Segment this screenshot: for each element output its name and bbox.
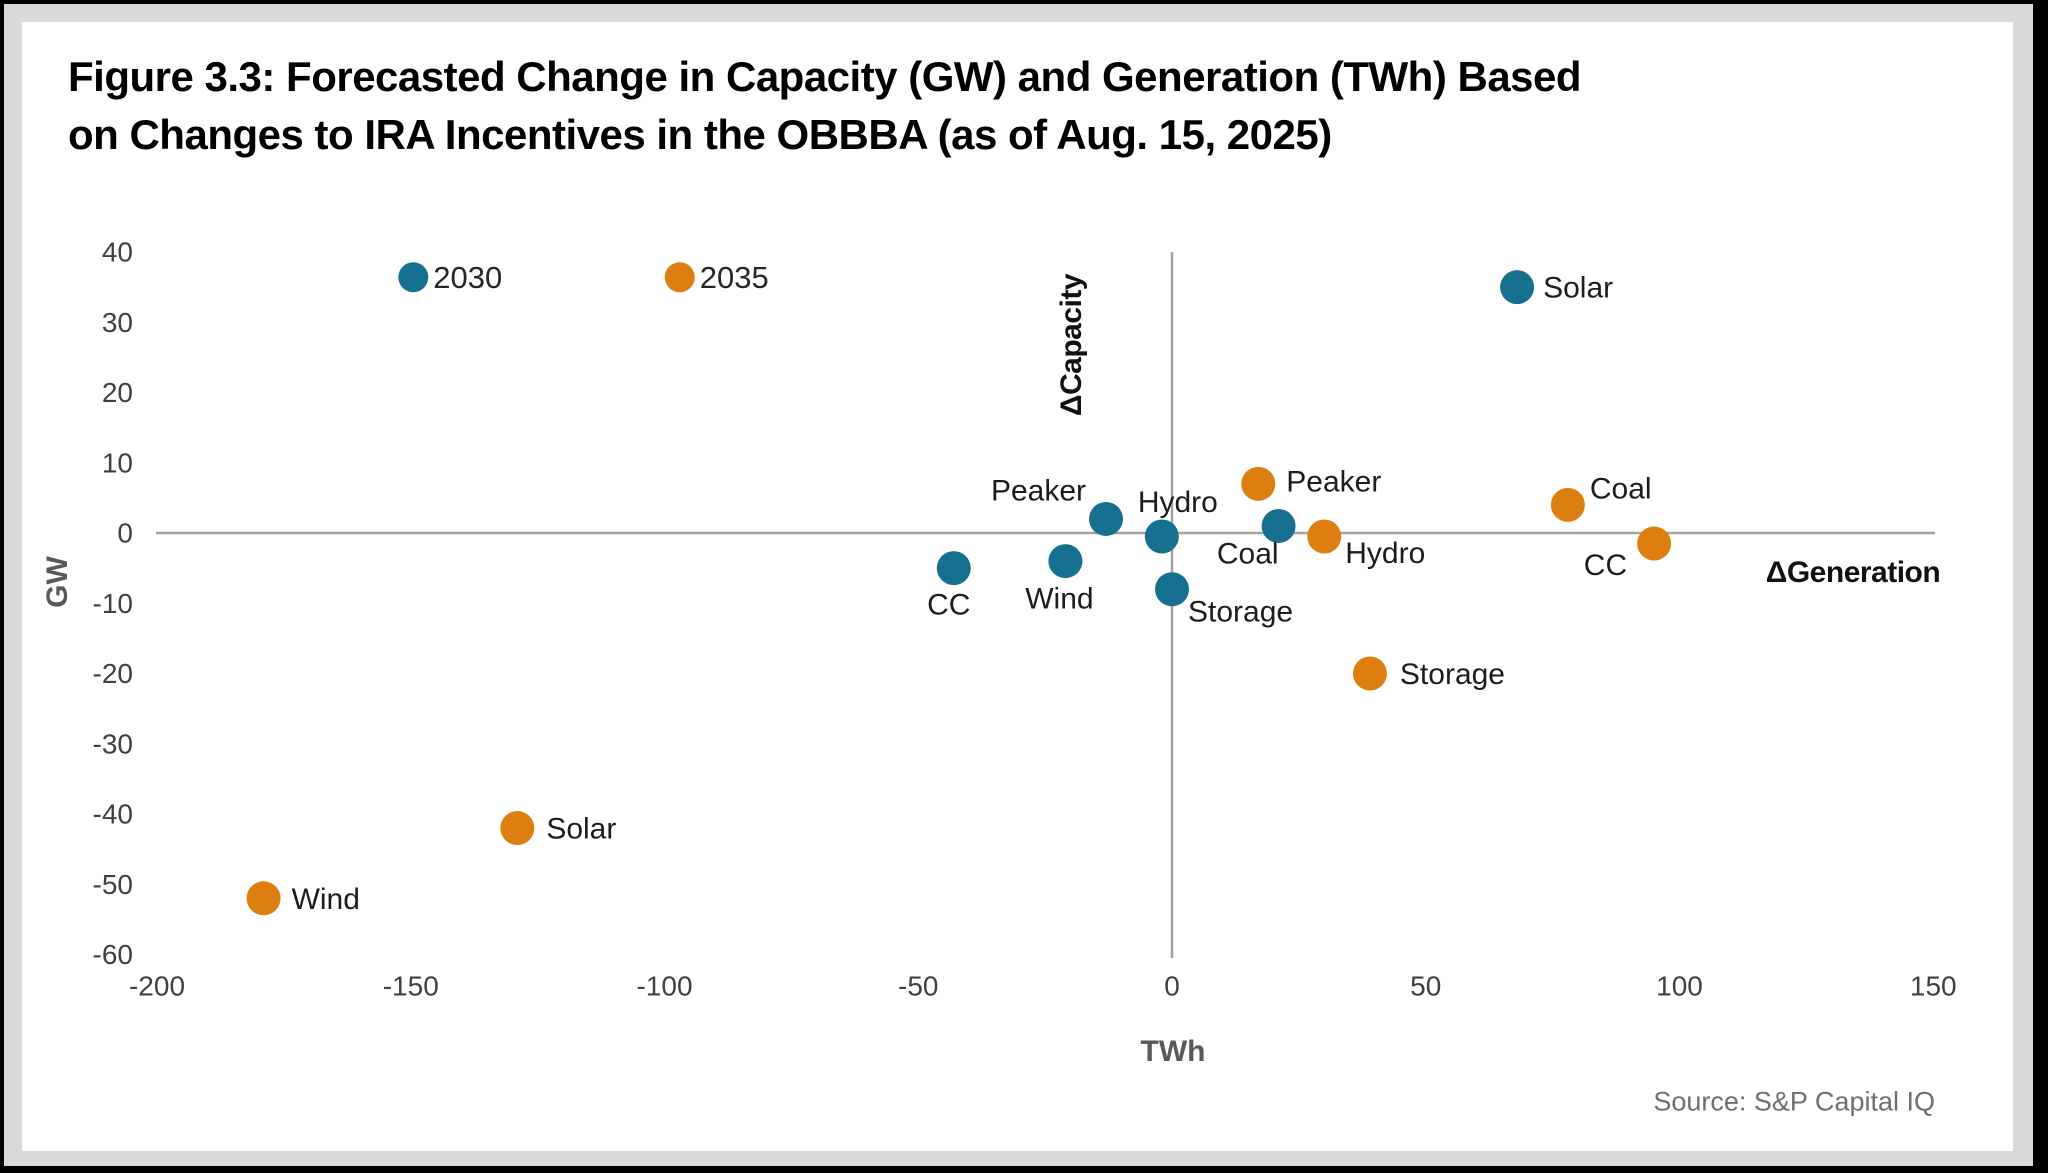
point-label-2030-solar: Solar	[1543, 272, 1613, 305]
y-tick-label--50: -50	[93, 869, 133, 900]
point-2030-hydro	[1144, 519, 1179, 554]
y-tick-label--60: -60	[93, 939, 133, 970]
y-tick-label--10: -10	[93, 588, 133, 619]
point-label-2035-solar: Solar	[546, 813, 616, 846]
x-axis-unit-label: TWh	[1140, 1035, 1206, 1068]
y-tick-label-40: 40	[102, 237, 133, 268]
y-tick-label--20: -20	[93, 658, 133, 689]
figure-title-line-2: on Changes to IRA Incentives in the OBBB…	[68, 111, 1332, 158]
point-2035-solar	[500, 811, 535, 846]
point-label-2035-hydro: Hydro	[1345, 537, 1425, 570]
point-label-2035-wind: Wind	[292, 883, 360, 916]
x-tick-label-100: 100	[1656, 971, 1703, 1002]
y-tick-label-20: 20	[102, 377, 133, 408]
point-label-2035-coal: Coal	[1590, 472, 1652, 505]
delta-capacity-axis-label: ΔCapacity	[1055, 273, 1088, 417]
point-label-2030-storage: Storage	[1188, 596, 1293, 629]
point-2030-cc	[936, 551, 971, 586]
point-label-2030-hydro: Hydro	[1138, 486, 1218, 519]
y-tick-label-10: 10	[102, 447, 133, 478]
y-tick-label-30: 30	[102, 307, 133, 338]
point-label-2035-peaker: Peaker	[1286, 465, 1381, 498]
figure-title-line-1: Figure 3.3: Forecasted Change in Capacit…	[68, 53, 1582, 100]
point-label-2030-peaker: Peaker	[991, 474, 1086, 507]
legend-label-2035: 2035	[700, 260, 769, 295]
source-credit: Source: S&P Capital IQ	[1653, 1086, 1935, 1117]
point-label-2035-cc: CC	[1584, 549, 1627, 582]
x-tick-label-0: 0	[1164, 971, 1180, 1002]
point-label-2035-storage: Storage	[1400, 658, 1505, 691]
legend-label-2030: 2030	[433, 260, 502, 295]
point-label-2030-wind: Wind	[1025, 583, 1093, 616]
delta-generation-axis-label: ΔGeneration	[1765, 556, 1941, 589]
point-2030-storage	[1155, 572, 1189, 607]
y-tick-label-0: 0	[117, 518, 133, 549]
point-2035-wind	[246, 881, 281, 916]
figure-title: Figure 3.3: Forecasted Change in Capacit…	[68, 48, 1998, 164]
legend-dot-2030	[398, 262, 429, 293]
point-2030-wind	[1048, 544, 1083, 579]
x-tick-label-50: 50	[1410, 971, 1441, 1002]
y-axis-unit-label: GW	[41, 556, 74, 608]
point-2030-coal	[1261, 508, 1296, 543]
figure-background	[22, 22, 2013, 1151]
x-tick-label--50: -50	[898, 971, 938, 1002]
y-tick-label--40: -40	[93, 799, 133, 830]
legend-dot-2035	[664, 262, 695, 293]
x-tick-label--100: -100	[636, 971, 692, 1002]
x-tick-label-150: 150	[1910, 971, 1957, 1002]
point-2035-peaker	[1241, 466, 1276, 501]
point-2035-storage	[1352, 656, 1387, 691]
point-2030-peaker	[1089, 501, 1124, 536]
point-2030-solar	[1500, 270, 1535, 305]
point-2035-hydro	[1307, 519, 1342, 554]
x-tick-label--200: -200	[129, 971, 185, 1002]
point-label-2030-cc: CC	[927, 589, 970, 622]
x-tick-label--150: -150	[383, 971, 439, 1002]
y-tick-label--30: -30	[93, 728, 133, 759]
point-2035-coal	[1550, 487, 1585, 522]
point-label-2030-coal: Coal	[1217, 537, 1279, 570]
point-2035-cc	[1637, 526, 1672, 561]
